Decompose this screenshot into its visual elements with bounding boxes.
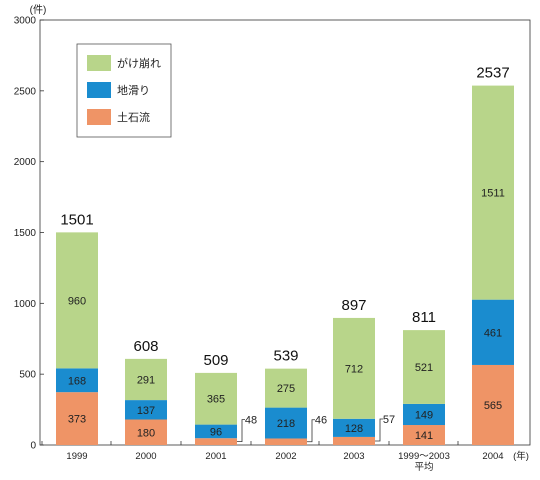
legend-label: 地滑り <box>117 84 150 97</box>
bar-segment <box>125 358 167 401</box>
y-tick-label: 500 <box>19 370 36 381</box>
data-label: 291 <box>137 374 155 386</box>
data-label: 565 <box>484 400 502 412</box>
data-label: 46 <box>315 415 327 427</box>
bar-segment <box>125 419 167 445</box>
legend-swatch <box>87 109 111 125</box>
data-label: 137 <box>137 405 155 417</box>
bar-segment <box>472 299 514 365</box>
leader-line <box>307 419 315 443</box>
y-tick-label: 2500 <box>14 86 37 97</box>
data-label: 1511 <box>481 188 505 200</box>
total-label: 509 <box>203 352 228 369</box>
leader-line <box>237 419 245 443</box>
legend-label: がけ崩れ <box>117 56 161 70</box>
data-label: 960 <box>68 295 86 307</box>
bar-segment <box>472 85 514 300</box>
data-label: 57 <box>383 414 395 426</box>
bar-segment <box>333 436 375 445</box>
y-tick-label: 1000 <box>14 299 37 310</box>
data-label: 275 <box>277 383 295 395</box>
data-label: 461 <box>484 327 502 339</box>
x-tick-label: 2004 <box>482 451 503 462</box>
y-tick-label: 1500 <box>14 228 37 239</box>
x-tick-label: 2000 <box>135 451 156 462</box>
bar-segment <box>333 317 375 419</box>
y-axis: 0 500 1000 1500 2000 2500 3000(件) <box>14 4 47 452</box>
data-label: 521 <box>415 362 433 374</box>
data-label: 373 <box>68 414 86 426</box>
data-label: 168 <box>68 375 86 387</box>
data-label: 180 <box>137 427 155 439</box>
bar-segment <box>403 425 445 445</box>
total-label: 539 <box>273 348 298 365</box>
data-label: 141 <box>415 430 433 442</box>
x-tick-label: 2002 <box>275 451 296 462</box>
bar-segment <box>195 372 237 425</box>
bar-segment <box>265 407 307 439</box>
y-tick-label: 3000 <box>14 16 37 27</box>
bars: 373 168 960 1501 180 137 291 608 48 96 365 509 46 218… <box>56 65 514 445</box>
data-label: 96 <box>210 426 222 438</box>
bar-segment <box>403 330 445 404</box>
total-label: 1501 <box>60 211 93 228</box>
data-label: 149 <box>415 409 433 421</box>
bar-segment <box>195 438 237 445</box>
bar-segment <box>195 424 237 439</box>
bar-segment <box>125 400 167 420</box>
legend-label: 土石流 <box>117 110 150 124</box>
legend-swatch <box>87 55 111 71</box>
total-label: 897 <box>341 297 366 314</box>
data-label: 48 <box>245 415 257 427</box>
x-unit-label: (年) <box>513 450 529 462</box>
total-label: 2537 <box>476 65 509 82</box>
x-tick-label: 2003 <box>343 451 364 462</box>
bar-segment <box>403 403 445 426</box>
bar-segment <box>56 392 98 445</box>
x-tick-label: 2001 <box>205 451 226 462</box>
data-label: 128 <box>345 423 363 435</box>
bar-segment <box>56 232 98 369</box>
bar-segment <box>333 418 375 437</box>
data-label: 218 <box>277 418 295 430</box>
bar-segment <box>265 368 307 408</box>
y-unit-label: (件) <box>30 4 47 16</box>
leader-line <box>375 418 383 442</box>
y-tick-label: 0 <box>30 441 36 452</box>
x-tick-label: 1999 <box>66 451 87 462</box>
bar-segment <box>56 368 98 393</box>
x-tick-label: 平均 <box>414 461 433 473</box>
bar-segment <box>472 364 514 445</box>
bar-segment <box>265 438 307 445</box>
y-tick-label: 2000 <box>14 157 37 168</box>
legend-swatch <box>87 82 111 98</box>
total-label: 608 <box>133 338 158 355</box>
total-label: 811 <box>412 309 436 326</box>
data-label: 365 <box>207 394 225 406</box>
x-tick-label: 1999～2003 <box>398 451 450 462</box>
data-label: 712 <box>345 363 363 375</box>
